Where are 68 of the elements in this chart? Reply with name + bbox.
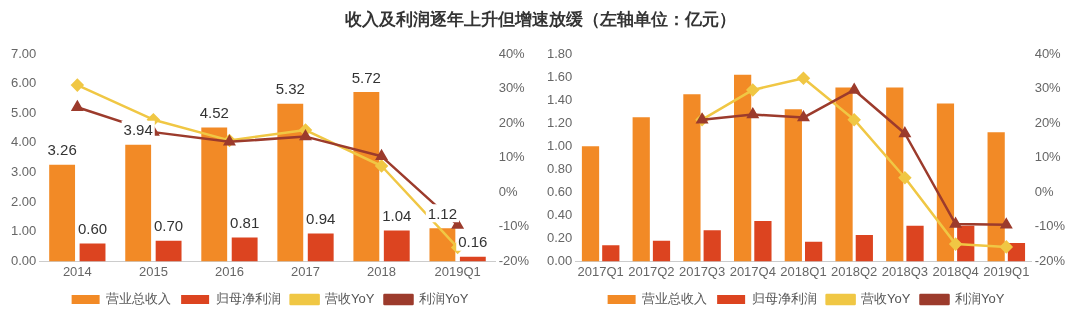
y-tick-label: 7.00 [10,45,37,61]
data-label: 0.60 [77,220,108,238]
data-label: 3.26 [47,141,77,159]
y2-tick-label: 30% [498,80,526,96]
y-tick-label: 3.00 [10,164,37,180]
x-tick-label: 2019Q1 [983,263,1030,279]
legend-label: 归母净利润 [751,291,817,307]
y-tick-label: 0.20 [546,229,573,245]
x-tick-label: 2019Q1 [434,263,481,279]
x-tick-label: 2018Q1 [780,263,827,279]
x-tick-label: 2018Q3 [881,263,929,279]
data-label: 0.94 [306,210,336,228]
data-label: 5.72 [351,68,381,86]
legend-label: 利润YoY [419,291,469,307]
x-tick-label: 2017Q1 [577,263,624,279]
y2-tick-label: -20% [1034,252,1066,268]
y2-tick-label: -10% [1034,218,1066,234]
y2-tick-label: -10% [498,218,530,234]
data-label: 0.70 [154,217,184,235]
legend-label: 营收YoY [861,291,911,307]
y-tick-label: 1.80 [546,45,573,61]
y-tick-label: 6.00 [10,75,37,91]
x-tick-label: 2017Q3 [678,263,726,279]
x-tick-label: 2018Q4 [932,263,979,279]
y-tick-label: 0.40 [546,206,573,222]
y2-tick-label: 30% [1034,80,1062,96]
data-label: 3.94 [123,121,153,139]
y-tick-label: 0.00 [10,252,37,268]
y2-tick-label: 20% [498,114,526,130]
y2-tick-label: 0% [1034,183,1054,199]
data-label: 1.12 [427,204,458,222]
y-tick-label: 0.00 [546,252,573,268]
y-tick-label: 1.00 [10,223,37,239]
x-tick-label: 2018Q2 [831,263,878,279]
legend-label: 营业总收入 [642,291,708,307]
y2-tick-label: -20% [498,252,530,268]
y2-tick-label: 10% [498,149,526,165]
x-tick-label: 2017Q4 [729,263,776,279]
y-tick-label: 1.20 [546,114,573,130]
x-tick-label: 2017 [291,263,320,279]
y-tick-label: 1.00 [546,137,573,153]
legend-label: 利润YoY [955,291,1005,307]
data-label: 5.32 [275,80,305,98]
y-tick-label: 4.00 [10,134,37,150]
data-label: 4.52 [199,104,229,122]
y-tick-label: 0.80 [546,160,573,176]
y-tick-label: 1.40 [546,91,573,107]
y2-tick-label: 40% [1034,45,1062,61]
text: 收入及利润逐年上升但增速放缓（左轴单位：亿元） [343,9,737,31]
data-label: 1.04 [382,207,412,225]
x-tick-label: 2018 [367,263,397,279]
y-tick-label: 0.60 [546,183,573,199]
legend-label: 归母净利润 [215,291,281,307]
x-tick-label: 2015 [138,263,168,279]
y-tick-label: 1.60 [546,68,573,84]
data-label: 0.81 [230,214,260,232]
y-tick-label: 5.00 [10,104,37,120]
y-tick-label: 2.00 [10,193,37,209]
y2-tick-label: 40% [498,45,526,61]
y2-tick-label: 0% [498,183,518,199]
data-label: 0.16 [458,233,488,251]
legend-label: 营收YoY [325,291,375,307]
y2-tick-label: 20% [1034,114,1062,130]
legend-label: 营业总收入 [106,291,172,307]
x-tick-label: 2017Q2 [628,263,675,279]
x-tick-label: 2016 [214,263,244,279]
y2-tick-label: 10% [1034,149,1062,165]
x-tick-label: 2014 [62,263,92,279]
